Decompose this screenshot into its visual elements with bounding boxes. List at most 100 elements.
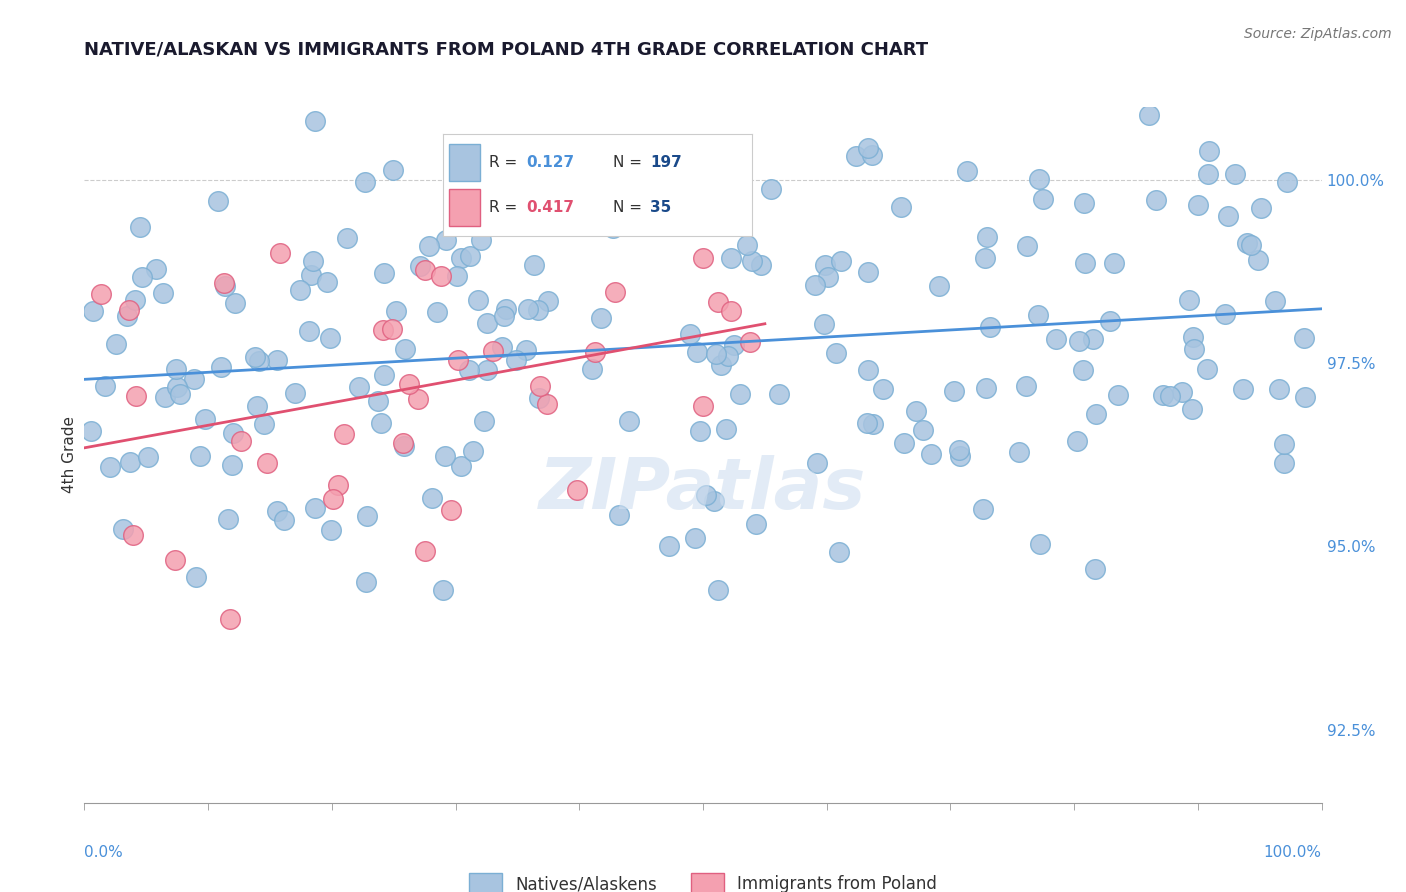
Text: ZIPatlas: ZIPatlas xyxy=(540,455,866,524)
Point xyxy=(806,456,828,470)
Point xyxy=(467,293,489,308)
Point xyxy=(183,372,205,386)
Point xyxy=(221,458,243,472)
Point xyxy=(1171,385,1194,400)
Point xyxy=(692,399,714,413)
Point xyxy=(692,251,714,265)
Point xyxy=(825,345,848,359)
Point xyxy=(381,322,404,336)
Point xyxy=(862,417,884,432)
Point xyxy=(118,303,141,318)
Text: 0.417: 0.417 xyxy=(526,200,575,215)
Point xyxy=(247,354,270,368)
Point xyxy=(152,285,174,300)
Point xyxy=(523,258,546,272)
Point xyxy=(703,494,725,508)
Point xyxy=(856,265,879,279)
Point xyxy=(1083,332,1105,346)
Text: R =: R = xyxy=(489,200,523,215)
Point xyxy=(1182,330,1205,344)
Point xyxy=(214,278,236,293)
Point xyxy=(617,414,640,428)
Point xyxy=(817,270,839,285)
Point xyxy=(446,352,468,367)
Point xyxy=(685,531,707,545)
Point xyxy=(472,414,495,428)
Point xyxy=(1073,256,1095,270)
Point xyxy=(1073,363,1095,377)
Point xyxy=(858,140,880,154)
Point xyxy=(169,387,191,401)
Point xyxy=(855,416,877,430)
Point xyxy=(482,343,505,358)
Point xyxy=(212,277,235,291)
Point xyxy=(607,508,630,522)
Point xyxy=(298,324,321,338)
Legend: Natives/Alaskens, Immigrants from Poland: Natives/Alaskens, Immigrants from Poland xyxy=(463,867,943,892)
Point xyxy=(658,539,681,553)
Point xyxy=(1015,239,1038,253)
Point xyxy=(1073,196,1095,211)
Point xyxy=(194,412,217,426)
Point xyxy=(551,212,574,227)
Point xyxy=(82,304,104,318)
Point xyxy=(976,381,998,395)
Point xyxy=(104,336,127,351)
Point xyxy=(1137,108,1160,122)
Point xyxy=(269,246,291,260)
Point xyxy=(347,380,370,394)
Text: 35: 35 xyxy=(650,200,672,215)
Point xyxy=(463,443,485,458)
Point xyxy=(1029,537,1052,551)
Text: 0.0%: 0.0% xyxy=(84,845,124,860)
Point xyxy=(1066,434,1088,449)
Point xyxy=(112,522,135,536)
Point xyxy=(943,384,966,399)
Point xyxy=(322,491,344,506)
Point xyxy=(948,442,970,457)
Point xyxy=(482,215,505,229)
Point xyxy=(165,361,187,376)
Point xyxy=(720,304,742,318)
Point xyxy=(218,612,240,626)
Point xyxy=(450,459,472,474)
Point xyxy=(221,426,243,441)
Point xyxy=(720,252,742,266)
Point xyxy=(1187,198,1209,212)
Point xyxy=(1274,456,1296,470)
Point xyxy=(1294,391,1316,405)
Point xyxy=(1223,167,1246,181)
Point xyxy=(209,360,232,375)
Point xyxy=(679,327,702,342)
Point xyxy=(529,391,551,405)
Point xyxy=(904,404,927,418)
Point xyxy=(1067,334,1090,349)
Point xyxy=(332,426,354,441)
Point xyxy=(184,570,207,584)
Point xyxy=(689,424,711,438)
Point xyxy=(118,455,141,469)
Point xyxy=(392,439,415,453)
Point xyxy=(1184,342,1206,356)
Point xyxy=(246,399,269,413)
Point xyxy=(602,220,624,235)
Point xyxy=(974,252,997,266)
Point xyxy=(814,258,837,272)
Point xyxy=(749,258,772,272)
Point xyxy=(1142,78,1164,92)
Point xyxy=(408,392,430,406)
Point xyxy=(381,163,404,178)
Point xyxy=(1152,388,1174,402)
Point xyxy=(1247,253,1270,268)
Point xyxy=(1144,194,1167,208)
Point xyxy=(890,200,912,214)
Point xyxy=(1032,192,1054,206)
Bar xyxy=(449,144,479,181)
Point xyxy=(420,491,443,506)
Point xyxy=(145,262,167,277)
Point xyxy=(723,338,745,352)
Point xyxy=(1198,144,1220,158)
Point xyxy=(741,254,763,268)
Point xyxy=(122,527,145,541)
Point xyxy=(398,376,420,391)
